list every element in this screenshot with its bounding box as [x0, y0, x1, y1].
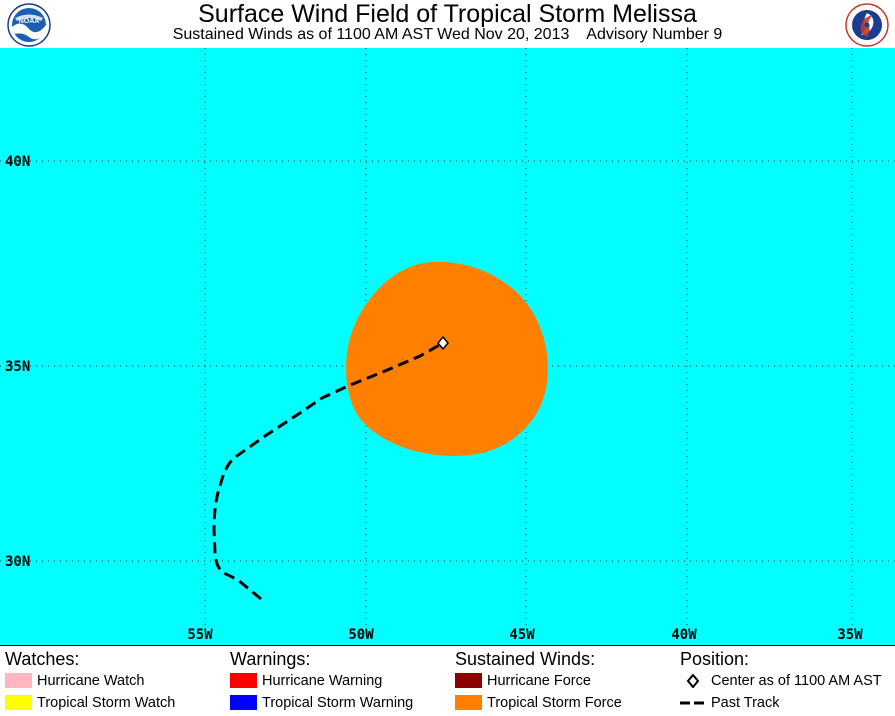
lat-label-30n: 30N: [5, 554, 30, 570]
tropical-storm-watch-label: Tropical Storm Watch: [37, 695, 176, 711]
national-weather-service-logo: [845, 3, 889, 47]
hurricane-warning-label: Hurricane Warning: [262, 673, 383, 689]
lon-label-40w: 40W: [671, 627, 697, 643]
lon-label-45w: 45W: [509, 627, 535, 643]
tropical-storm-force-label: Tropical Storm Force: [487, 695, 622, 711]
header: NOAA Surface Wind Field of Tropical Stor…: [0, 0, 895, 48]
tropical-storm-warning-label: Tropical Storm Warning: [262, 695, 414, 711]
legend-sustained-winds-heading: Sustained Winds:: [455, 649, 596, 669]
hurricane-force-label: Hurricane Force: [487, 673, 591, 689]
hurricane-warning-swatch: [230, 673, 257, 688]
center-position-label: Center as of 1100 AM AST: [711, 673, 882, 689]
page-title: Surface Wind Field of Tropical Storm Mel…: [198, 0, 697, 28]
tropical-storm-force-swatch: [455, 695, 482, 710]
past-track-line: [212, 341, 444, 601]
svg-text:NOAA: NOAA: [19, 18, 40, 25]
lon-label-50w: 50W: [348, 627, 374, 643]
past-track-icon: [680, 701, 708, 705]
center-diamond-icon: [686, 674, 700, 688]
legend-warnings-heading: Warnings:: [230, 649, 311, 669]
lat-label-40n: 40N: [5, 154, 30, 170]
lat-label-35n: 35N: [5, 359, 30, 375]
legend: Watches: Hurricane Watch Tropical Storm …: [0, 645, 895, 716]
lon-label-55w: 55W: [187, 627, 213, 643]
map-area: 40N 35N 30N 55W 50W 45W 40W 35W: [0, 48, 895, 645]
hurricane-watch-swatch: [5, 673, 32, 688]
noaa-logo: NOAA: [7, 3, 51, 47]
map-canvas: 40N 35N 30N 55W 50W 45W 40W 35W: [0, 48, 895, 643]
past-track-label: Past Track: [711, 695, 780, 711]
legend-watches-heading: Watches:: [5, 649, 80, 669]
tropical-storm-wind-field: [346, 261, 548, 456]
tropical-storm-warning-swatch: [230, 695, 257, 710]
longitude-gridlines: [204, 48, 853, 628]
hurricane-watch-label: Hurricane Watch: [37, 673, 145, 689]
hurricane-force-swatch: [455, 673, 482, 688]
page-subtitle: Sustained Winds as of 1100 AM AST Wed No…: [172, 26, 723, 43]
legend-position-heading: Position:: [680, 649, 750, 669]
tropical-storm-watch-swatch: [5, 695, 32, 710]
storm-center-marker: [437, 335, 449, 351]
lon-label-35w: 35W: [837, 627, 863, 643]
